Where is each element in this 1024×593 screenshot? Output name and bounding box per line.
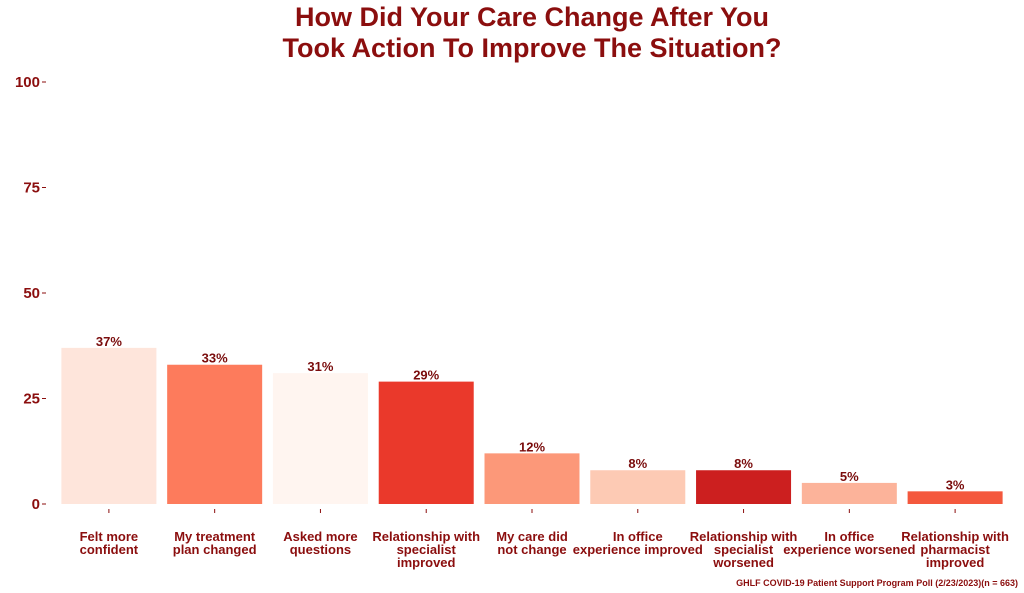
x-tick-label: Relationship with specialist worsened [689,529,798,570]
data-label: 29% [413,368,439,383]
data-label: 37% [96,334,122,349]
data-label: 12% [519,439,545,454]
bar [61,347,157,504]
bar [167,364,263,504]
y-tick-label: 100 [15,74,40,91]
bar [907,491,1003,504]
data-label: 5% [840,469,859,484]
x-tick-label: My care did not change [496,529,568,557]
x-tick-label: In office experience worsened [783,529,916,557]
chart-title-line-2: Took Action To Improve The Situation? [282,33,782,63]
source-caption: GHLF COVID-19 Patient Support Program Po… [736,578,1018,588]
x-tick-label: Felt more confident [79,529,139,557]
x-tick-label: Relationship with pharmacist improved [901,529,1009,570]
data-label: 8% [734,456,753,471]
y-tick-label: 25 [23,391,40,408]
y-tick-label: 0 [32,496,40,513]
data-label: 8% [628,456,647,471]
chart-title: How Did Your Care Change After You Took … [0,2,1024,64]
y-tick-label: 75 [23,180,40,197]
bar [272,373,368,504]
bar [801,482,897,504]
y-tick-label: 50 [23,285,40,302]
x-tick-label: Asked more questions [283,529,358,557]
bar [484,453,580,504]
bar [378,381,474,504]
x-tick-label: Relationship with specialist improved [372,529,481,570]
bar [590,470,686,504]
data-label: 33% [202,351,228,366]
bar [696,470,792,504]
x-tick-label: In office experience improved [572,529,703,557]
data-label: 3% [946,477,965,492]
chart-title-line-1: How Did Your Care Change After You [294,2,770,32]
x-tick-label: My treatment plan changed [172,529,257,557]
data-label: 31% [307,359,333,374]
